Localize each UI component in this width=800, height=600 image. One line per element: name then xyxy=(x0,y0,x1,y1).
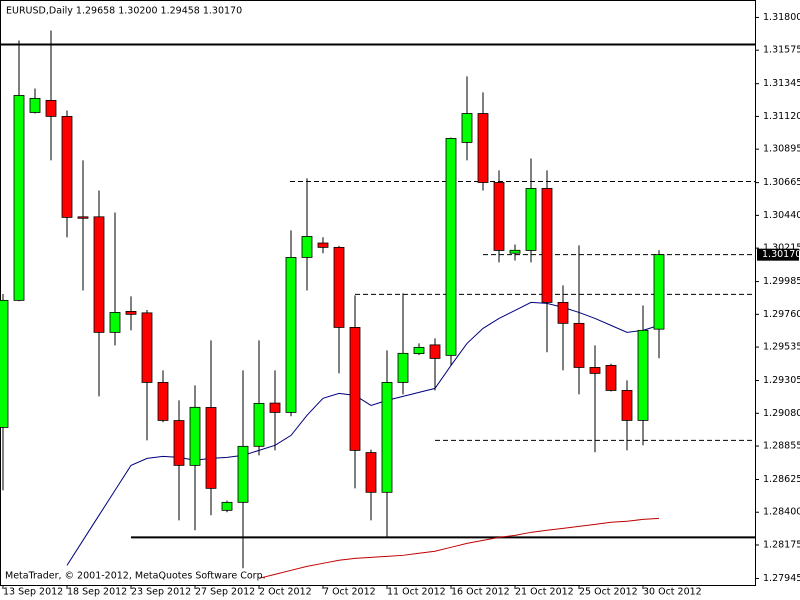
candle-body xyxy=(141,312,153,383)
candle-body xyxy=(621,390,633,421)
candle-body xyxy=(573,322,585,368)
x-tick-label: 25 Oct 2012 xyxy=(579,587,638,598)
y-tick-label: 1.29760 xyxy=(763,309,800,320)
candle-body xyxy=(397,352,409,383)
candle-body xyxy=(541,188,553,303)
y-tick-label: 1.29305 xyxy=(763,375,800,386)
moving-average xyxy=(258,517,660,579)
candle-body xyxy=(237,445,249,503)
candle-body xyxy=(445,137,457,356)
candle-body xyxy=(637,329,649,421)
candle-body xyxy=(461,113,473,143)
y-tick-label: 1.29535 xyxy=(763,342,800,353)
candle-body xyxy=(157,382,169,421)
y-tick-label: 1.31120 xyxy=(763,111,800,122)
x-tick-label: 18 Sep 2012 xyxy=(67,587,127,598)
x-tick-label: 27 Sep 2012 xyxy=(195,587,255,598)
candle-body xyxy=(269,402,281,413)
y-tick-label: 1.30895 xyxy=(763,144,800,155)
candle-body xyxy=(13,95,25,301)
y-tick-label: 1.30440 xyxy=(763,210,800,221)
candle-body xyxy=(205,407,217,489)
x-tick-label: 11 Oct 2012 xyxy=(387,587,446,598)
candle-body xyxy=(605,365,617,391)
y-tick-label: 1.28175 xyxy=(763,539,800,550)
y-tick-label: 1.28400 xyxy=(763,507,800,518)
candle-body xyxy=(493,182,505,251)
candle-body xyxy=(365,452,377,493)
candle-body xyxy=(29,97,41,113)
candle-body xyxy=(221,501,233,511)
last-price-box xyxy=(757,248,799,261)
candle-body xyxy=(349,327,361,451)
x-tick-label: 16 Oct 2012 xyxy=(451,587,510,598)
candle-body xyxy=(253,402,265,447)
candle-body xyxy=(109,312,121,333)
candle-body xyxy=(653,254,665,330)
y-tick-label: 1.31345 xyxy=(763,78,800,89)
candle-body xyxy=(509,249,521,254)
candle-body xyxy=(413,346,425,355)
candle-body xyxy=(557,301,569,324)
candle-body xyxy=(429,344,441,359)
y-tick-label: 1.30665 xyxy=(763,177,800,188)
candle-body xyxy=(189,406,201,466)
x-tick-label: 13 Sep 2012 xyxy=(3,587,63,598)
y-tick-label: 1.29080 xyxy=(763,408,800,419)
candle-body xyxy=(285,257,297,413)
y-tick-label: 1.31800 xyxy=(763,12,800,23)
y-tick-label: 1.27945 xyxy=(763,573,800,584)
candle-body xyxy=(477,113,489,183)
candle-body xyxy=(0,299,9,428)
y-tick-label: 1.29985 xyxy=(763,276,800,287)
x-tick-label: 7 Oct 2012 xyxy=(323,587,376,598)
candle-body xyxy=(589,367,601,374)
chart-title: EURUSD,Daily 1.29658 1.30200 1.29458 1.3… xyxy=(6,6,242,17)
y-tick-label: 1.28625 xyxy=(763,474,800,485)
candle-body xyxy=(61,116,73,218)
x-tick-label: 21 Oct 2012 xyxy=(515,587,574,598)
candle-body xyxy=(301,236,313,258)
y-tick-label: 1.28855 xyxy=(763,441,800,452)
candle-body xyxy=(317,242,329,248)
candle-body xyxy=(381,382,393,493)
plot-frame xyxy=(0,0,756,586)
candle-body xyxy=(125,311,137,315)
candle-body xyxy=(173,420,185,466)
candle-body xyxy=(93,216,105,333)
y-tick-label: 1.30215 xyxy=(763,243,800,254)
x-tick-label: 23 Sep 2012 xyxy=(131,587,191,598)
candle-body xyxy=(525,188,537,251)
candle-body xyxy=(77,216,89,219)
watermark: MetaTrader, © 2001-2012, MetaQuotes Soft… xyxy=(5,571,266,582)
last-price-label: 1.30170 xyxy=(762,249,800,260)
y-tick-label: 1.31575 xyxy=(763,45,800,56)
candle-body xyxy=(45,100,57,117)
x-tick-label: 2 Oct 2012 xyxy=(259,587,312,598)
x-tick-label: 30 Oct 2012 xyxy=(643,587,702,598)
candle-body xyxy=(333,246,345,328)
